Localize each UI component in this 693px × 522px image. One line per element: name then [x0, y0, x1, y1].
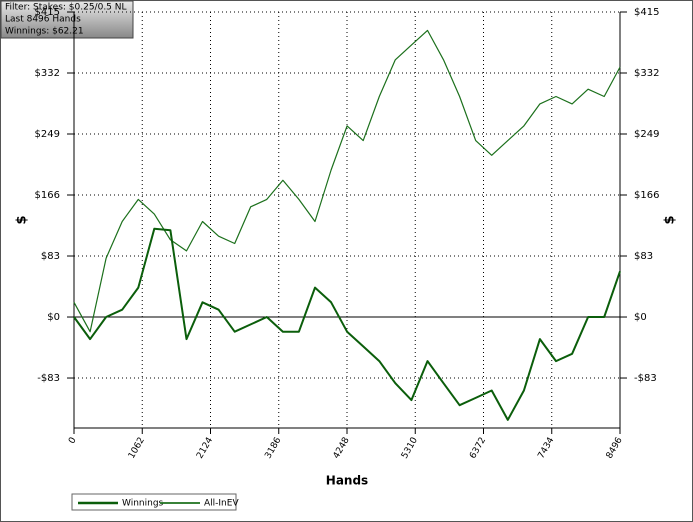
x-tick-label: 0 [67, 436, 79, 446]
y2-tick-label: -$83 [634, 373, 657, 384]
info-text: Filter: Stakes: $0.25/0.5 NL [5, 3, 127, 13]
y-tick-label: $332 [35, 68, 60, 79]
y2-tick-label: $166 [634, 190, 659, 201]
info-text: Last 8496 Hands [5, 15, 81, 25]
y-tick-label: $415 [35, 7, 60, 18]
y-tick-label: $0 [47, 312, 60, 323]
y2-axis-title: $ [663, 215, 678, 224]
y2-tick-label: $0 [634, 312, 647, 323]
y-tick-label: $249 [35, 129, 60, 140]
y2-tick-label: $249 [634, 129, 659, 140]
legend-label: All-InEV [204, 499, 239, 509]
y2-tick-label: $332 [634, 68, 659, 79]
y-axis-title: $ [15, 215, 30, 224]
y-tick-label: $83 [41, 251, 60, 262]
y-tick-label: $166 [35, 190, 60, 201]
info-text: Winnings: $62.21 [5, 27, 84, 37]
legend-label: Winnings [122, 499, 164, 509]
series-line [73, 227, 621, 421]
y-tick-label: -$83 [37, 373, 60, 384]
info-box [0, 0, 134, 39]
x-axis-title: Hands [326, 474, 368, 488]
series-line [73, 29, 621, 333]
y2-tick-label: $415 [634, 7, 659, 18]
y2-tick-label: $83 [634, 251, 653, 262]
legend [71, 493, 237, 511]
